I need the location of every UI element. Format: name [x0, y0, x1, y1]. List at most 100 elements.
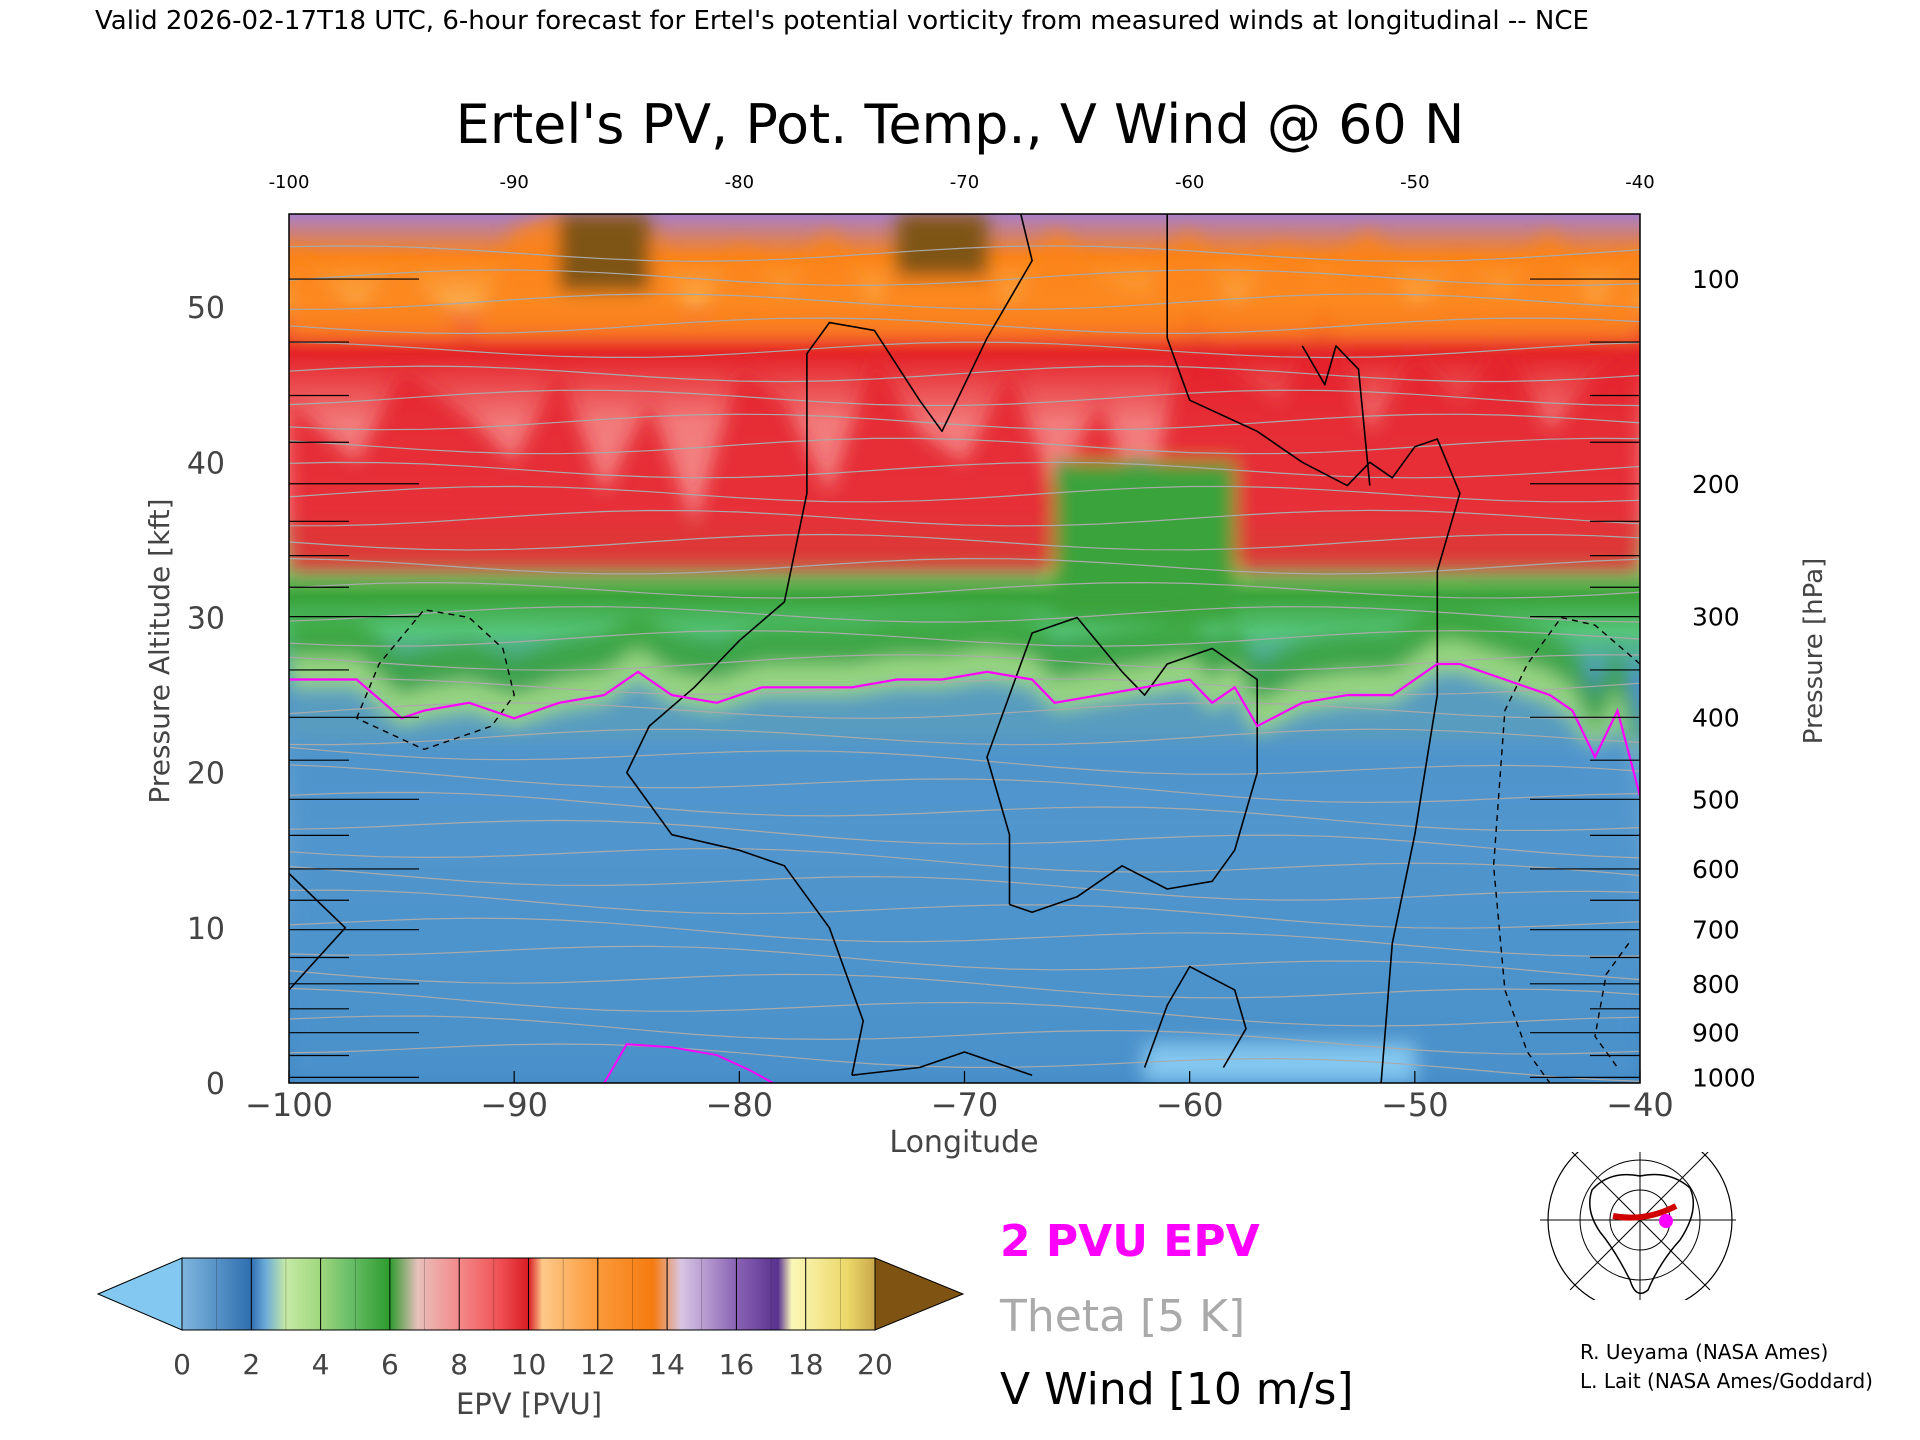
y-axis-left-ticks: 0 10 20 30 40 50 — [187, 291, 225, 1102]
theta-line — [289, 987, 1640, 1027]
colorbar-tick-label: 6 — [381, 1348, 399, 1381]
colorbar-tick-label: 2 — [242, 1348, 260, 1381]
theta-line — [289, 461, 1640, 479]
theta-line — [289, 293, 1640, 311]
theta-line — [289, 269, 1640, 286]
v-wind-negative-line — [1594, 942, 1630, 1068]
v-wind-line — [851, 1051, 1033, 1076]
y-left-tick-label: 20 — [187, 757, 225, 792]
theta-line — [289, 945, 1640, 981]
theta-line — [289, 764, 1640, 804]
y-axis-right-label: Pressure [hPa] — [1799, 558, 1829, 745]
pressure-tick-marks — [289, 278, 1640, 1078]
x-axis-top-ticks: -100 -90 -80 -70 -60 -50 -40 — [269, 172, 1655, 193]
colorbar-high-arrow — [874, 1257, 965, 1331]
theta-line — [289, 728, 1640, 746]
theta-line — [289, 389, 1640, 407]
theta-line — [289, 1043, 1640, 1082]
theta-line — [289, 970, 1640, 999]
y-right-tick-label: 800 — [1692, 970, 1740, 999]
credit-line-1: R. Ueyama (NASA Ames) — [1580, 1340, 1828, 1364]
v-wind-line — [626, 214, 1033, 1076]
colorbar-low-arrow — [96, 1257, 183, 1331]
theta-line — [289, 606, 1640, 623]
colorbar-tick-label: 10 — [511, 1348, 547, 1381]
epv-band — [289, 671, 1640, 1083]
y-left-tick-label: 30 — [187, 601, 225, 636]
x-tick-label: −90 — [480, 1086, 548, 1124]
theta-line — [289, 533, 1640, 551]
v-wind-contours — [289, 214, 1640, 1083]
v-wind-negative-line — [1492, 616, 1640, 1083]
colorbar-tick-label: 12 — [580, 1348, 616, 1381]
x-top-tick-label: -60 — [1175, 172, 1204, 193]
epv-2pvu-contour — [289, 662, 1640, 1083]
colorbar-ticks: 0 2 4 6 8 10 12 14 16 18 20 — [173, 1258, 893, 1381]
epv-max-patch — [559, 214, 650, 292]
y-right-tick-label: 200 — [1692, 470, 1740, 499]
theta-line — [289, 848, 1640, 877]
theta-line — [289, 365, 1640, 383]
x-tick-label: −100 — [245, 1086, 333, 1124]
theta-line — [289, 746, 1640, 775]
valid-time-header: Valid 2026-02-17T18 UTC, 6-hour forecast… — [95, 6, 1589, 36]
epv-2pvu-surface-line — [603, 1043, 774, 1083]
colorbar-tick-label: 18 — [788, 1348, 824, 1381]
theta-line — [289, 630, 1640, 647]
legend-epv: 2 PVU EPV — [1000, 1216, 1260, 1267]
theta-line — [289, 413, 1640, 431]
y-right-tick-label: 500 — [1692, 785, 1740, 814]
x-tick-label: −40 — [1606, 1086, 1674, 1124]
colorbar-tick-label: 8 — [450, 1348, 468, 1381]
x-tick-label: −80 — [706, 1086, 774, 1124]
x-tick-label: −70 — [931, 1086, 999, 1124]
theta-line — [289, 917, 1640, 957]
y-right-tick-label: 600 — [1692, 855, 1740, 884]
v-wind-line — [986, 616, 1258, 914]
colorbar-label: EPV [PVU] — [456, 1387, 602, 1421]
v-wind-line — [1166, 214, 1461, 1083]
y-right-tick-label: 400 — [1692, 703, 1740, 732]
locator-map-icon — [1540, 1152, 1736, 1300]
theta-contours — [289, 245, 1640, 1082]
legend-vwind: V Wind [10 m/s] — [1000, 1364, 1354, 1415]
colorbar-tick-label: 0 — [173, 1348, 191, 1381]
theta-line — [289, 702, 1640, 719]
theta-line — [289, 865, 1640, 901]
y-left-tick-label: 0 — [206, 1067, 225, 1102]
epv-low-patch — [1144, 1044, 1415, 1083]
x-tick-label: −50 — [1381, 1086, 1449, 1124]
x-tick-label: −60 — [1156, 1086, 1224, 1124]
v-wind-line — [1301, 345, 1371, 486]
colorbar-tick-label: 14 — [649, 1348, 685, 1381]
theta-line — [289, 678, 1640, 695]
epv-2pvu-line — [289, 662, 1640, 797]
epv-green-patch — [1054, 462, 1235, 618]
theta-line — [289, 557, 1640, 575]
x-top-tick-label: -50 — [1400, 172, 1429, 193]
x-top-tick-label: -90 — [499, 172, 528, 193]
legend: 2 PVU EPV Theta [5 K] V Wind [10 m/s] — [999, 1216, 1354, 1415]
epv-max-patch — [896, 214, 988, 277]
theta-line — [289, 819, 1640, 859]
y-axis-right-ticks: 100 200 300 400 500 600 700 800 900 1000 — [1692, 265, 1756, 1092]
theta-line — [289, 581, 1640, 599]
x-top-tick-label: -40 — [1625, 172, 1654, 193]
theta-line — [289, 889, 1640, 929]
x-top-tick-label: -80 — [725, 172, 754, 193]
v-wind-line — [1143, 965, 1247, 1068]
y-left-tick-label: 40 — [187, 446, 225, 481]
y-left-tick-label: 10 — [187, 912, 225, 947]
v-wind-negative-line — [355, 608, 515, 751]
y-left-tick-label: 50 — [187, 291, 225, 326]
y-right-tick-label: 900 — [1692, 1019, 1740, 1048]
y-right-tick-label: 100 — [1692, 265, 1740, 294]
theta-line — [289, 485, 1640, 503]
theta-line — [289, 509, 1640, 527]
v-wind-line — [289, 872, 347, 991]
theta-line — [289, 654, 1640, 671]
y-right-tick-label: 700 — [1692, 916, 1740, 945]
x-axis-ticks: −100 −90 −80 −70 −60 −50 −40 — [245, 1071, 1674, 1124]
x-top-tick-label: -100 — [269, 172, 310, 193]
